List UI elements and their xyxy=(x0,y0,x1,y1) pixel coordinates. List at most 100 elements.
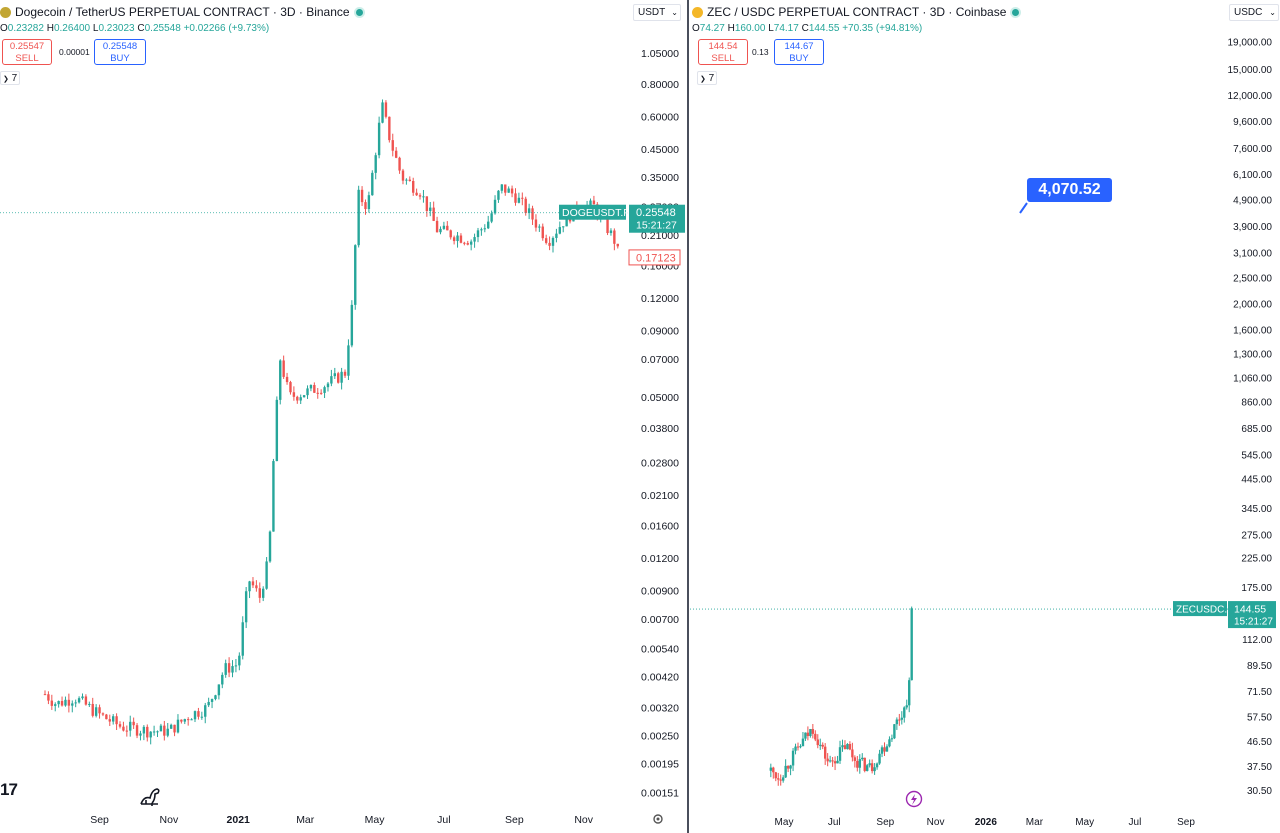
doge-candle-body-100 xyxy=(384,102,388,117)
doge-y-tick-label-23: 0.00195 xyxy=(641,758,679,770)
zec-sell-button[interactable]: 144.54 SELL xyxy=(698,39,748,65)
zec-candle-body-52 xyxy=(898,719,901,721)
doge-candle-body-16 xyxy=(98,707,101,714)
doge-low: 0.23023 xyxy=(98,23,135,34)
doge-candle-body-9 xyxy=(74,702,77,704)
zec-chart-pane[interactable]: ZEC / USDC PERPETUAL CONTRACT · 3D · Coi… xyxy=(690,0,1280,833)
doge-candle-body-37 xyxy=(169,724,173,729)
doge-candle-body-94 xyxy=(364,202,367,210)
doge-candle-body-128 xyxy=(480,229,483,231)
dino-icon[interactable] xyxy=(138,784,162,808)
doge-candle-body-43 xyxy=(190,719,193,721)
doge-candle-body-10 xyxy=(77,698,81,703)
doge-candle-body-96 xyxy=(371,172,374,196)
zec-y-tick-label-26: 46.50 xyxy=(1247,737,1272,748)
doge-open: 0.23282 xyxy=(7,23,44,34)
zec-y-tick-label-3: 9,600.00 xyxy=(1233,117,1272,128)
zec-candle-body-23 xyxy=(826,758,829,762)
zec-price-chart[interactable]: 19,000.00 15,000.00 12,000.00 9,600.00 7,600… xyxy=(690,0,1280,833)
zec-y-tick-label-21: 175.00 xyxy=(1241,583,1272,594)
doge-y-tick-label-8: 0.12000 xyxy=(641,293,679,305)
zec-candle-body-54 xyxy=(903,707,906,718)
zec-candle-body-55 xyxy=(905,705,908,708)
doge-candle-body-50 xyxy=(214,695,217,700)
doge-symbol-tag xyxy=(559,204,626,220)
doge-candle-body-60 xyxy=(248,581,251,592)
doge-candle-body-35 xyxy=(163,725,166,736)
doge-chart-pane[interactable]: Dogecoin / TetherUS PERPETUAL CONTRACT ·… xyxy=(0,0,689,833)
zec-candle-body-7 xyxy=(786,765,790,769)
doge-candle-body-52 xyxy=(221,674,224,685)
doge-candle-body-54 xyxy=(227,663,231,673)
doge-candle-body-165 xyxy=(606,216,609,234)
doge-candle-body-115 xyxy=(435,220,439,233)
zec-x-tick-label-5: Mar xyxy=(1026,817,1044,828)
doge-buy-button[interactable]: 0.25548 BUY xyxy=(94,39,146,65)
doge-candle-body-63 xyxy=(258,588,261,598)
tradingview-logo[interactable]: 17 xyxy=(0,780,18,799)
zec-candle-body-51 xyxy=(895,719,899,725)
doge-candle-body-111 xyxy=(422,196,425,198)
doge-interval-toggle[interactable]: ❯ 7 xyxy=(0,71,20,85)
doge-candle-body-82 xyxy=(323,387,326,393)
zec-interval-toggle[interactable]: ❯ 7 xyxy=(697,71,717,85)
price-annotation-label[interactable]: 4,070.52 xyxy=(1027,178,1112,202)
zec-currency-select[interactable]: USDC ⌄ xyxy=(1229,4,1279,21)
gear-icon[interactable] xyxy=(651,812,665,826)
doge-y-tick-label-3: 0.45000 xyxy=(641,144,679,156)
zec-candle-body-19 xyxy=(816,739,819,746)
zec-symbol-tag xyxy=(1173,601,1227,617)
doge-x-tick-label-6: Sep xyxy=(505,814,524,826)
zec-y-tick-label-24: 71.50 xyxy=(1247,687,1272,698)
zec-buy-button[interactable]: 144.67 BUY xyxy=(774,39,824,65)
zec-candle-body-32 xyxy=(848,743,852,750)
doge-x-tick-label-3: Mar xyxy=(296,814,315,826)
doge-candle-body-110 xyxy=(418,195,422,197)
zec-chart-title: ZEC / USDC PERPETUAL CONTRACT · 3D · Coi… xyxy=(707,5,1007,19)
doge-y-tick-label-18: 0.00700 xyxy=(641,614,679,626)
zec-ohlc: O74.27 H160.00 L74.17 C144.55 +70.35 (+9… xyxy=(692,23,923,34)
doge-candle-body-124 xyxy=(466,243,469,245)
zec-candle-body-1 xyxy=(772,767,775,773)
zec-candle-body-18 xyxy=(814,733,817,740)
doge-sell-button[interactable]: 0.25547 SELL xyxy=(2,39,52,65)
doge-candle-body-118 xyxy=(446,225,449,231)
zec-candle-body-35 xyxy=(856,760,859,768)
doge-candle-body-57 xyxy=(238,655,241,666)
doge-candle-body-29 xyxy=(142,726,146,734)
doge-candle-body-75 xyxy=(299,397,302,401)
doge-chart-header: Dogecoin / TetherUS PERPETUAL CONTRACT ·… xyxy=(0,5,363,19)
doge-alert-tag xyxy=(628,249,681,266)
doge-candle-body-81 xyxy=(319,392,323,394)
doge-candle-body-149 xyxy=(551,237,555,246)
doge-candle-body-24 xyxy=(125,730,129,732)
doge-candle-body-166 xyxy=(609,230,613,234)
zec-candle-body-15 xyxy=(806,732,810,736)
zec-candle-body-22 xyxy=(823,746,827,759)
doge-candle-body-122 xyxy=(459,235,463,243)
doge-candle-body-150 xyxy=(555,233,558,238)
zec-y-tick-label-10: 2,000.00 xyxy=(1233,299,1272,310)
doge-candle-body-36 xyxy=(166,728,169,736)
zec-candle-body-0 xyxy=(769,767,773,771)
doge-price-chart[interactable]: 1.050000.800000.600000.450000.350000.270… xyxy=(0,0,689,833)
doge-candle-body-151 xyxy=(558,227,562,234)
doge-last-price-label: 0.25548 xyxy=(636,207,676,219)
doge-candle-body-78 xyxy=(309,385,313,389)
doge-candle-body-8 xyxy=(71,703,74,706)
doge-candle-body-53 xyxy=(224,663,227,675)
doge-candle-body-117 xyxy=(442,225,446,229)
doge-candle-body-64 xyxy=(262,588,265,598)
doge-candle-body-72 xyxy=(289,382,292,393)
doge-candle-body-143 xyxy=(531,208,534,220)
zec-x-tick-label-3: Nov xyxy=(927,817,945,828)
doge-last-price-tag xyxy=(629,204,685,233)
zec-y-tick-label-12: 1,300.00 xyxy=(1233,350,1272,361)
doge-candle-body-90 xyxy=(350,304,354,346)
zec-candle-body-44 xyxy=(878,753,881,764)
doge-candle-body-4 xyxy=(57,701,60,705)
doge-currency-select[interactable]: USDT ⌄ xyxy=(633,4,681,21)
doge-candle-body-55 xyxy=(231,666,234,673)
zec-candle-body-43 xyxy=(875,763,879,768)
zec-y-tick-label-5: 6,100.00 xyxy=(1233,170,1272,181)
